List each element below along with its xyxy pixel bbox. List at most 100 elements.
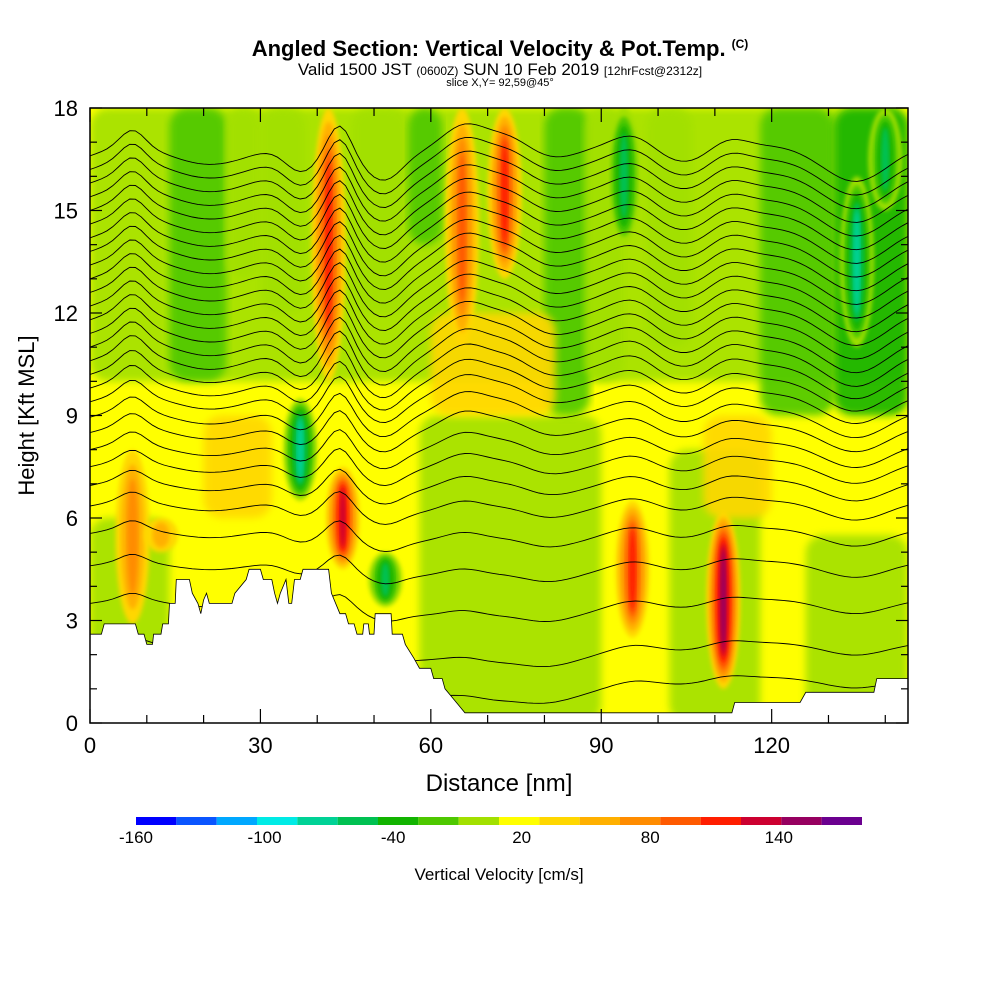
colorbar-tick-label: 140	[765, 828, 793, 847]
isentrope-line	[90, 448, 908, 487]
colorbar-swatch	[378, 817, 419, 825]
updraft-core	[629, 528, 636, 611]
field-patch	[351, 108, 409, 313]
colorbar-tick-label: -40	[381, 828, 406, 847]
forecast-info: [12hrFcst@2312z]	[603, 64, 703, 78]
x-tick-label: 0	[84, 733, 96, 758]
isentrope-line	[90, 358, 908, 412]
colorbar-tick-label: 20	[512, 828, 531, 847]
valid-time-label: Valid 1500 JST	[297, 60, 412, 79]
y-axis-label: Height [Kft MSL]	[14, 335, 39, 495]
y-tick-label: 12	[54, 301, 78, 326]
field-patch	[226, 108, 261, 279]
valid-date: SUN 10 Feb 2019	[463, 60, 600, 79]
colorbar-label: Vertical Velocity [cm/s]	[414, 865, 583, 884]
slice-info: slice X,Y= 92,59@45°	[446, 77, 554, 89]
isentrope-line	[90, 554, 908, 585]
colorbar-tick-label: -160	[119, 828, 153, 847]
x-tick-label: 60	[419, 733, 443, 758]
field-patch	[169, 108, 227, 382]
colorbar-swatch	[539, 817, 580, 825]
colorbar-swatch	[257, 817, 298, 825]
field-patch	[260, 108, 306, 313]
downdraft-core	[381, 562, 390, 597]
y-tick-label: 9	[66, 404, 78, 429]
isentrope-line	[90, 468, 908, 505]
isentrope-line	[90, 429, 908, 470]
isentrope-line	[90, 491, 908, 525]
isentrope-line	[90, 246, 908, 305]
updraft-core	[126, 478, 139, 595]
isentrope-line	[90, 374, 908, 424]
y-tick-label: 3	[66, 609, 78, 634]
downdraft-core	[619, 133, 629, 220]
updraft-core	[152, 522, 170, 548]
colorbar-swatch	[337, 817, 378, 825]
colorbar-swatch	[297, 817, 338, 825]
isentrope-line	[90, 259, 908, 319]
y-tick-label: 18	[54, 96, 78, 121]
plot-area	[90, 108, 908, 723]
isentrope-line	[90, 205, 908, 264]
colorbar-swatch	[821, 817, 862, 825]
field-patch	[805, 535, 908, 723]
field-patch	[703, 415, 772, 518]
isentrope-line	[90, 164, 908, 223]
isentrope-line	[90, 136, 908, 196]
y-tick-label: 6	[66, 506, 78, 531]
chart-title-tag: (C)	[731, 36, 749, 51]
colorbar-swatch	[660, 817, 701, 825]
isentrope-line	[90, 273, 908, 333]
isentrope-line	[90, 287, 908, 346]
colorbar-swatch	[700, 817, 741, 825]
x-tick-label: 30	[248, 733, 272, 758]
colorbar-swatch	[781, 817, 822, 825]
isentrope-line	[90, 232, 908, 292]
field-patch	[203, 415, 272, 518]
isentrope-line	[90, 520, 908, 553]
y-tick-label: 15	[54, 199, 78, 224]
colorbar-swatch	[136, 817, 177, 825]
x-axis-label: Distance [nm]	[426, 770, 573, 797]
x-tick-label: 120	[753, 733, 790, 758]
field-patch	[419, 415, 602, 723]
colorbar-swatch	[620, 817, 661, 825]
terrain-mask	[90, 568, 908, 723]
chart-title: Angled Section: Vertical Velocity & Pot.…	[0, 36, 1000, 62]
isentrope-line	[90, 123, 908, 182]
colorbar-swatch	[499, 817, 540, 825]
colorbar-swatch	[216, 817, 257, 825]
downdraft-core	[296, 418, 304, 481]
colorbar-swatch	[579, 817, 620, 825]
colorbar-swatch	[458, 817, 499, 825]
updraft-core	[457, 152, 467, 303]
isentrope-line	[90, 191, 908, 251]
isentrope-line	[90, 177, 908, 237]
downdraft-core	[853, 210, 861, 313]
valid-time-line: Valid 1500 JST (0600Z) SUN 10 Feb 2019 […	[0, 60, 1000, 80]
isentrope-line	[90, 343, 908, 400]
x-tick-label: 90	[589, 733, 613, 758]
isentrope-line	[90, 410, 908, 453]
isentrope-line	[90, 218, 908, 278]
colorbar-tick-label: 80	[641, 828, 660, 847]
updraft-core	[720, 549, 726, 651]
chart-title-text: Angled Section: Vertical Velocity & Pot.…	[251, 36, 726, 61]
colorbar: -160 -100 -40 20 80 140 Vertical Velocity [cm/…	[119, 817, 862, 884]
downdraft-core	[881, 127, 890, 192]
valid-time-zone: (0600Z)	[416, 64, 459, 78]
isentrope-line	[90, 391, 908, 439]
isentrope-line	[90, 300, 908, 360]
isentrope-line	[90, 314, 908, 374]
isentrope-line	[90, 328, 908, 387]
colorbar-swatch	[176, 817, 217, 825]
colorbar-swatch	[418, 817, 459, 825]
axes: 0 30 60 90 120 0 3 6 9 12 15 18 Distance [nm] Height …	[14, 96, 908, 797]
isentrope-line	[90, 150, 908, 210]
updraft-core	[339, 488, 346, 548]
colorbar-swatch	[741, 817, 782, 825]
updraft-core	[501, 142, 509, 245]
colorbar-tick-label: -100	[248, 828, 282, 847]
y-tick-label: 0	[66, 711, 78, 736]
